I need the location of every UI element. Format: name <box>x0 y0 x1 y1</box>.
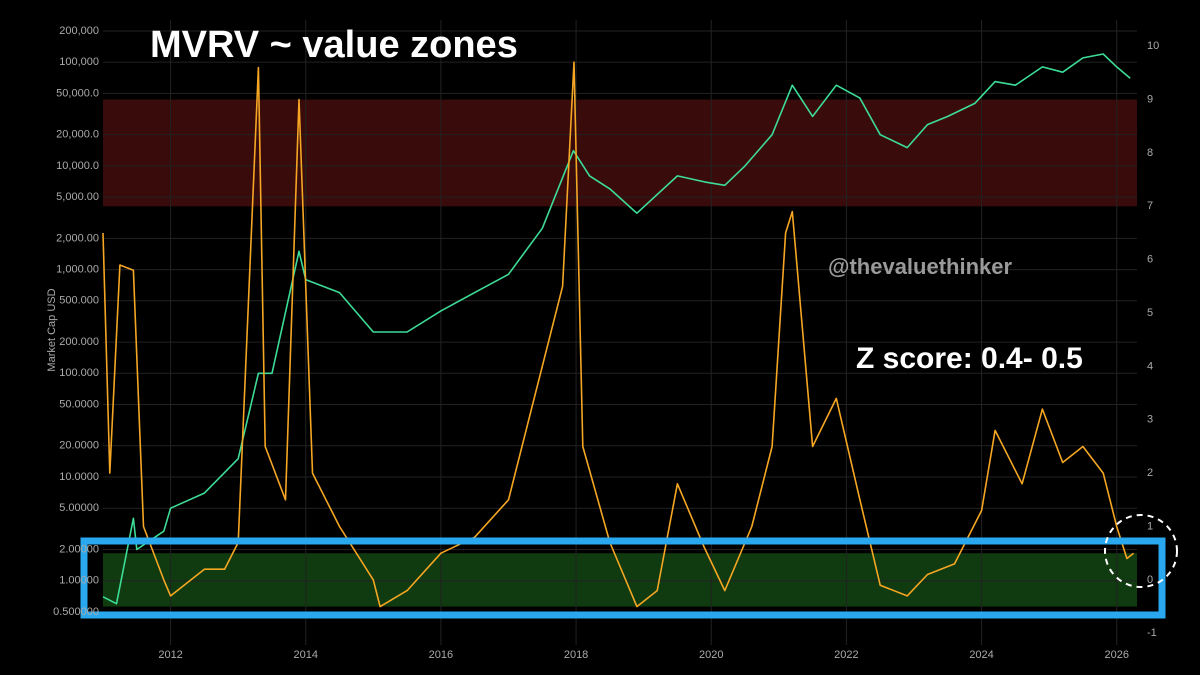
y2-tick-label: 2 <box>1147 467 1153 479</box>
y-tick-label: 200.000 <box>59 336 99 348</box>
annotation: Z score: 0.4- 0.5 <box>856 342 1083 375</box>
y-tick-label: 20,000.0 <box>56 129 99 141</box>
y2-tick-label: 7 <box>1147 200 1153 212</box>
y2-tick-label: 9 <box>1147 93 1153 105</box>
chart-title: MVRV ~ value zones <box>150 24 518 66</box>
y2-tick-label: -1 <box>1147 627 1157 639</box>
y-tick-label: 100.000 <box>59 367 99 379</box>
x-tick-label: 2014 <box>294 649 318 661</box>
y-tick-label: 10,000.0 <box>56 160 99 172</box>
y2-tick-label: 8 <box>1147 147 1153 159</box>
y-tick-label: 2,000.00 <box>56 232 99 244</box>
x-tick-label: 2024 <box>969 649 993 661</box>
y-tick-label: 200,000 <box>59 25 99 37</box>
y-tick-label: 2.00000 <box>59 543 99 555</box>
x-tick-label: 2016 <box>429 649 453 661</box>
highlight-circle <box>1104 514 1178 588</box>
y-tick-label: 50,000.0 <box>56 87 99 99</box>
y-tick-label: 5.00000 <box>59 502 99 514</box>
highlight-box <box>80 537 1166 619</box>
x-tick-label: 2026 <box>1104 649 1128 661</box>
y-tick-label: 100,000 <box>59 56 99 68</box>
value-zone <box>103 99 1137 207</box>
data-line <box>102 53 1131 605</box>
y-tick-label: 500.000 <box>59 295 99 307</box>
y-tick-label: 1.00000 <box>59 575 99 587</box>
y-tick-label: 1,000.00 <box>56 263 99 275</box>
y-tick-label: 0.500000 <box>53 606 99 618</box>
x-tick-label: 2022 <box>834 649 858 661</box>
y2-tick-label: 6 <box>1147 254 1153 266</box>
y-axis-label: Market Cap USD <box>46 288 58 371</box>
y2-tick-label: 4 <box>1147 360 1153 372</box>
x-tick-label: 2020 <box>699 649 723 661</box>
y2-tick-label: 0 <box>1147 574 1153 586</box>
watermark: @thevaluethinker <box>828 254 1012 279</box>
y-tick-label: 50.0000 <box>59 398 99 410</box>
y-tick-label: 10.0000 <box>59 471 99 483</box>
x-tick-label: 2012 <box>158 649 182 661</box>
y-tick-label: 20.0000 <box>59 440 99 452</box>
value-zone <box>103 553 1137 607</box>
x-tick-label: 2018 <box>564 649 588 661</box>
y-tick-label: 5,000.00 <box>56 191 99 203</box>
y2-tick-label: 1 <box>1147 520 1153 532</box>
y2-tick-label: 3 <box>1147 414 1153 426</box>
y2-tick-label: 10 <box>1147 40 1159 52</box>
y2-tick-label: 5 <box>1147 307 1153 319</box>
